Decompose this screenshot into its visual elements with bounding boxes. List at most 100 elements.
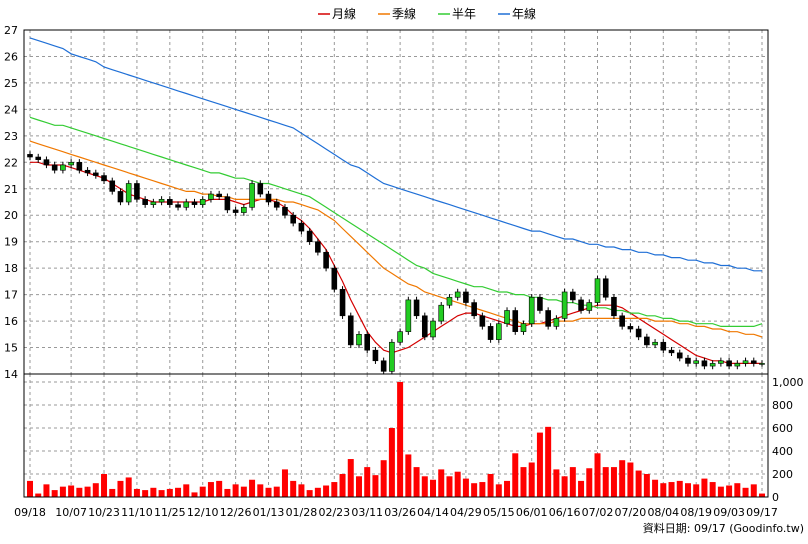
candle-body-18 [175, 204, 181, 208]
volume-bar-10 [109, 488, 116, 497]
volume-bar-27 [249, 479, 256, 497]
candle-body-84 [718, 360, 724, 364]
date-tick-label-2: 10/23 [88, 506, 120, 519]
volume-bar-65 [561, 476, 568, 497]
volume-tick-label-1: 200 [772, 468, 793, 481]
candle-body-23 [216, 193, 222, 198]
date-tick-label-12: 04/14 [417, 506, 449, 519]
volume-bar-54 [471, 483, 478, 497]
candle-body-50 [438, 304, 445, 322]
candle-body-56 [487, 326, 494, 340]
date-tick-label-1: 10/07 [55, 506, 87, 519]
date-tick-label-10: 03/11 [351, 506, 383, 519]
volume-tick-label-4: 800 [772, 399, 793, 412]
date-x-axis: 09/18 10/07 10/23 11/10 11/25 12/10 12/26 01/13… [14, 506, 778, 519]
volume-bar-58 [504, 480, 511, 497]
candle-body-38 [339, 289, 346, 317]
price-tick-label-10: 24 [4, 103, 18, 116]
candle-body-61 [528, 296, 535, 325]
candle-body-70 [602, 278, 609, 298]
date-tick-label-16: 06/16 [549, 506, 581, 519]
candle-body-68 [586, 302, 593, 311]
volume-bar-62 [536, 432, 543, 497]
date-tick-label-20: 08/19 [680, 506, 712, 519]
candle-body-55 [479, 315, 486, 327]
candle-body-34 [306, 230, 313, 242]
candle-body-88 [750, 360, 757, 364]
candle-body-5 [68, 162, 74, 166]
candle-body-29 [265, 193, 272, 203]
date-tick-label-11: 03/26 [384, 506, 416, 519]
candle-body-35 [315, 241, 321, 253]
volume-bar-69 [594, 453, 601, 497]
volume-bar-5 [68, 485, 75, 497]
candle-body-19 [183, 201, 190, 208]
candle-body-30 [273, 201, 280, 208]
volume-bar-64 [553, 469, 560, 497]
candle-body-86 [734, 363, 741, 367]
volume-bar-30 [273, 486, 280, 497]
date-tick-label-13: 04/29 [450, 506, 482, 519]
candle-body-76 [652, 341, 658, 346]
candle-body-77 [660, 341, 667, 351]
date-tick-label-6: 12/26 [220, 506, 252, 519]
volume-bar-75 [643, 474, 650, 497]
volume-bar-35 [314, 487, 321, 497]
candle-body-42 [372, 349, 379, 362]
candle-body-43 [380, 360, 387, 372]
candle-body-20 [191, 201, 198, 205]
price-tick-label-2: 16 [4, 315, 18, 328]
price-tick-label-11: 25 [4, 77, 18, 90]
volume-bar-42 [372, 475, 379, 497]
volume-bar-89 [759, 493, 765, 497]
volume-bar-48 [421, 476, 428, 497]
candle-body-32 [290, 214, 296, 224]
date-tick-label-19: 08/04 [647, 506, 679, 519]
candle-body-12 [125, 183, 132, 203]
volume-bar-37 [331, 482, 338, 497]
price-tick-label-6: 20 [4, 209, 18, 222]
volume-tick-label-3: 600 [772, 422, 793, 435]
candle-body-82 [701, 360, 708, 367]
volume-bar-2 [43, 484, 50, 497]
candle-body-7 [84, 169, 91, 174]
candle-body-78 [668, 349, 675, 354]
volume-bar-52 [454, 471, 461, 497]
volume-bar-15 [150, 487, 157, 497]
price-tick-label-5: 19 [4, 236, 18, 249]
candle-body-9 [101, 175, 107, 182]
volume-bar-63 [545, 426, 552, 497]
volume-bar-71 [610, 467, 617, 497]
volume-bar-46 [405, 454, 412, 497]
date-tick-label-14: 05/15 [483, 506, 515, 519]
volume-bar-23 [216, 480, 223, 497]
candle-body-81 [693, 360, 700, 364]
volume-bar-4 [59, 486, 66, 497]
volume-bar-41 [364, 467, 371, 497]
candle-body-89 [759, 363, 765, 365]
ma-line-2 [29, 116, 763, 327]
volume-bar-21 [199, 486, 206, 497]
candle-body-54 [471, 302, 477, 317]
candle-body-79 [676, 352, 683, 359]
candle-body-73 [627, 326, 634, 330]
volume-bar-17 [166, 488, 173, 497]
price-plot-frame [23, 29, 769, 375]
candle-body-57 [496, 323, 502, 340]
moving-average-lines [29, 37, 763, 364]
candle-body-74 [635, 328, 642, 338]
volume-bar-77 [660, 483, 667, 497]
volume-bar-60 [520, 467, 527, 497]
candle-body-2 [43, 159, 50, 166]
volume-bar-33 [298, 484, 305, 497]
volume-bar-40 [355, 476, 362, 497]
candle-body-49 [430, 320, 436, 338]
volume-plot-frame [23, 373, 769, 498]
legend-label-0: 月線 [332, 6, 356, 21]
candle-body-60 [520, 323, 527, 332]
date-tick-label-8: 01/28 [286, 506, 318, 519]
date-tick-label-15: 06/01 [516, 506, 548, 519]
volume-bar-28 [257, 484, 264, 497]
volume-bar-74 [635, 470, 642, 497]
